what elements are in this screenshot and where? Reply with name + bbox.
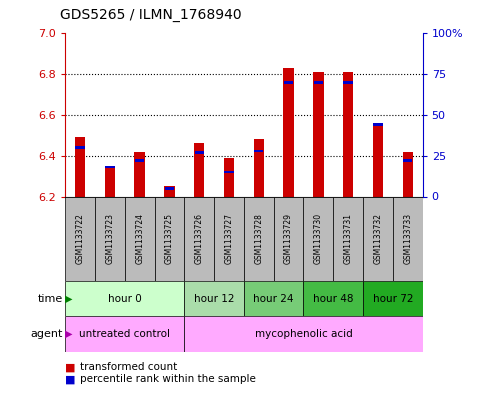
Text: hour 48: hour 48 bbox=[313, 294, 354, 304]
Text: GSM1133725: GSM1133725 bbox=[165, 213, 174, 264]
Bar bbox=[65, 281, 185, 316]
Bar bbox=[185, 196, 214, 281]
Bar bbox=[284, 68, 294, 196]
Bar bbox=[164, 186, 175, 196]
Bar bbox=[244, 281, 303, 316]
Text: hour 24: hour 24 bbox=[254, 294, 294, 304]
Bar bbox=[224, 158, 234, 196]
Bar bbox=[105, 166, 114, 169]
Bar bbox=[363, 196, 393, 281]
Text: percentile rank within the sample: percentile rank within the sample bbox=[80, 374, 256, 384]
Bar bbox=[343, 72, 354, 196]
Text: ■: ■ bbox=[65, 374, 76, 384]
Text: GSM1133731: GSM1133731 bbox=[344, 213, 353, 264]
Text: hour 12: hour 12 bbox=[194, 294, 234, 304]
Text: transformed count: transformed count bbox=[80, 362, 177, 373]
Text: GSM1133724: GSM1133724 bbox=[135, 213, 144, 264]
Text: GSM1133722: GSM1133722 bbox=[76, 213, 85, 264]
Bar bbox=[274, 196, 303, 281]
Text: GSM1133730: GSM1133730 bbox=[314, 213, 323, 264]
Text: GSM1133726: GSM1133726 bbox=[195, 213, 204, 264]
Text: GSM1133727: GSM1133727 bbox=[225, 213, 233, 264]
Bar bbox=[333, 196, 363, 281]
Text: agent: agent bbox=[30, 329, 63, 339]
Text: GSM1133732: GSM1133732 bbox=[373, 213, 383, 264]
Text: hour 0: hour 0 bbox=[108, 294, 142, 304]
Bar bbox=[194, 143, 204, 196]
Bar bbox=[105, 166, 115, 196]
Text: mycophenolic acid: mycophenolic acid bbox=[255, 329, 353, 339]
Bar bbox=[313, 81, 323, 84]
Text: ■: ■ bbox=[65, 362, 76, 373]
Bar bbox=[135, 159, 144, 162]
Text: untreated control: untreated control bbox=[79, 329, 170, 339]
Bar bbox=[195, 151, 204, 154]
Bar bbox=[125, 196, 155, 281]
Text: hour 72: hour 72 bbox=[372, 294, 413, 304]
Bar bbox=[185, 316, 423, 352]
Bar bbox=[403, 159, 412, 162]
Bar bbox=[224, 171, 234, 173]
Text: GSM1133729: GSM1133729 bbox=[284, 213, 293, 264]
Bar bbox=[363, 281, 423, 316]
Text: ▶: ▶ bbox=[65, 294, 72, 304]
Bar bbox=[254, 140, 264, 196]
Bar bbox=[343, 81, 353, 84]
Bar bbox=[65, 316, 185, 352]
Text: ▶: ▶ bbox=[65, 329, 72, 339]
Bar bbox=[373, 123, 383, 196]
Bar bbox=[155, 196, 185, 281]
Bar bbox=[134, 152, 145, 196]
Bar bbox=[393, 196, 423, 281]
Bar bbox=[303, 281, 363, 316]
Text: GSM1133728: GSM1133728 bbox=[255, 213, 263, 264]
Bar bbox=[214, 196, 244, 281]
Bar bbox=[254, 149, 264, 152]
Bar bbox=[75, 146, 85, 149]
Text: GSM1133723: GSM1133723 bbox=[105, 213, 114, 264]
Bar bbox=[65, 196, 95, 281]
Bar bbox=[95, 196, 125, 281]
Bar bbox=[284, 81, 293, 84]
Bar bbox=[185, 281, 244, 316]
Bar bbox=[373, 123, 383, 126]
Text: time: time bbox=[38, 294, 63, 304]
Bar bbox=[303, 196, 333, 281]
Bar bbox=[402, 152, 413, 196]
Text: GSM1133733: GSM1133733 bbox=[403, 213, 412, 264]
Bar bbox=[313, 72, 324, 196]
Bar bbox=[244, 196, 274, 281]
Bar bbox=[75, 138, 85, 196]
Text: GDS5265 / ILMN_1768940: GDS5265 / ILMN_1768940 bbox=[60, 7, 242, 22]
Bar bbox=[165, 187, 174, 190]
